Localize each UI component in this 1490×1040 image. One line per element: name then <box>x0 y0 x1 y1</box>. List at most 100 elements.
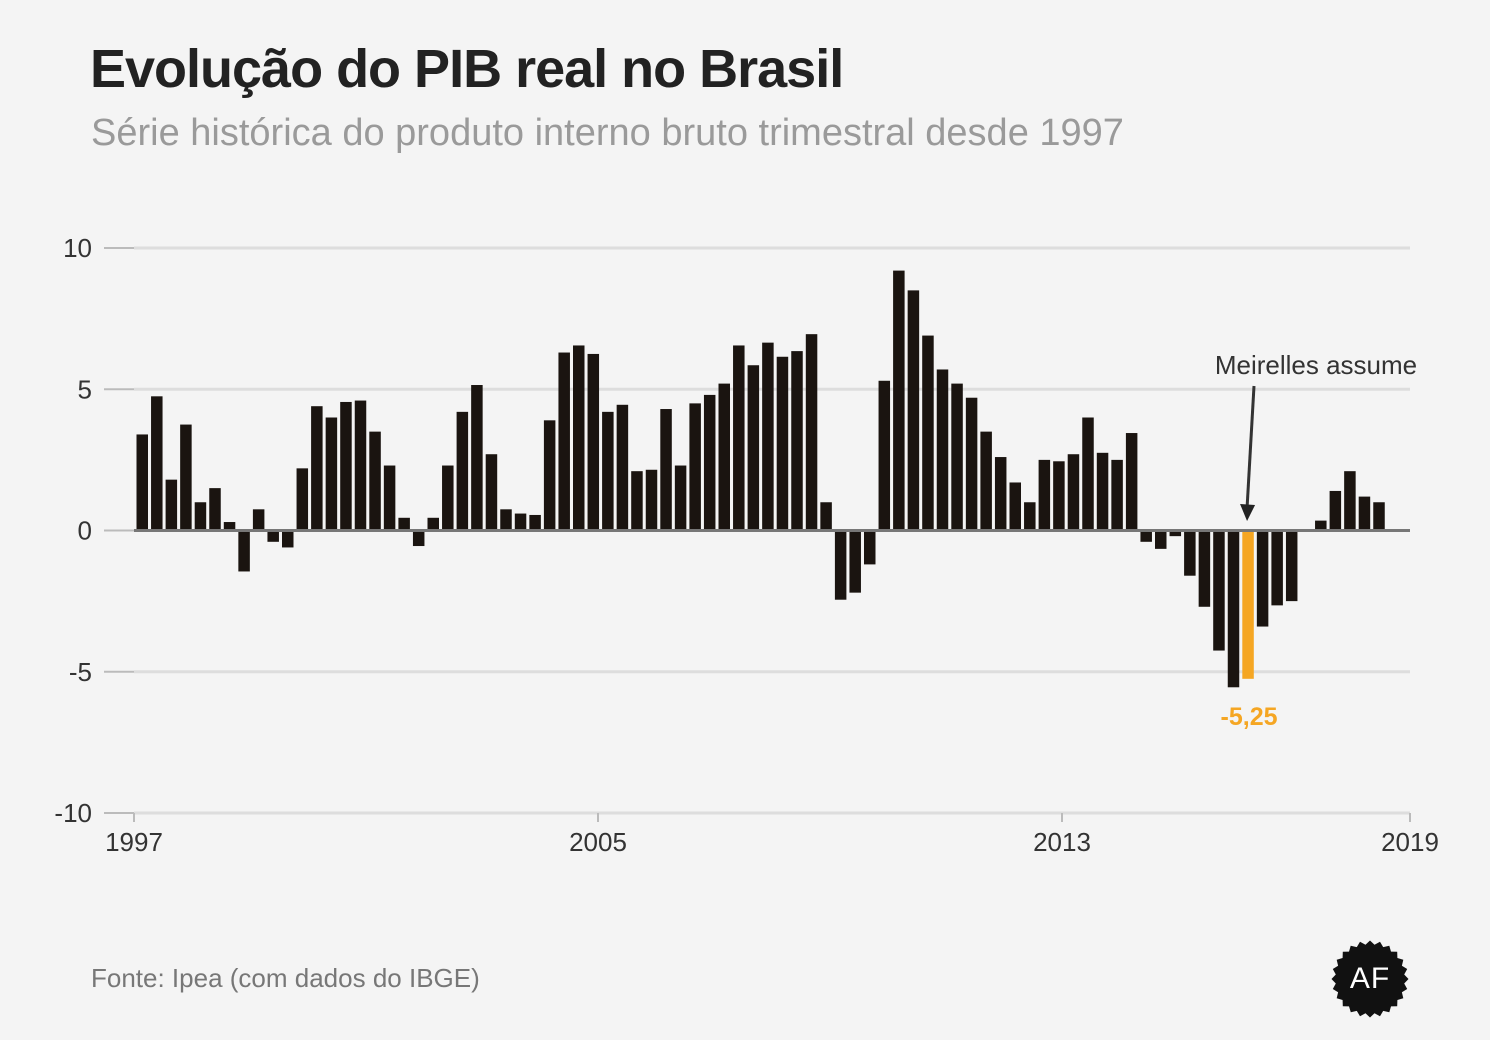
bar <box>1227 530 1240 688</box>
bar <box>543 420 556 531</box>
bar <box>238 530 250 572</box>
bar <box>965 397 978 531</box>
grid-layer: 10 5 0 -5 -10 1997 2005 2013 2019 <box>54 233 1439 857</box>
bar <box>1067 454 1080 531</box>
bar <box>1329 490 1342 531</box>
bar <box>660 409 672 531</box>
bar <box>456 411 469 531</box>
bar <box>383 465 396 531</box>
bar <box>296 468 309 531</box>
bar <box>340 401 352 531</box>
chart-title: Evolução do PIB real no Brasil <box>90 39 844 99</box>
bar <box>864 530 876 565</box>
bar <box>791 351 803 531</box>
bar <box>674 465 687 531</box>
bar <box>194 502 207 531</box>
bar <box>1198 530 1211 607</box>
bar <box>1082 417 1094 531</box>
bar <box>1155 530 1167 549</box>
logo-badge-icon <box>1331 940 1409 1018</box>
bar <box>776 356 789 531</box>
bar <box>500 509 512 531</box>
bar <box>922 335 934 531</box>
bar <box>689 403 701 531</box>
bar <box>747 365 760 531</box>
bar <box>398 517 410 531</box>
bar <box>471 385 483 531</box>
bar <box>1315 520 1327 531</box>
bar <box>703 394 716 531</box>
chart-subtitle: Série histórica do produto interno bruto… <box>91 112 1124 154</box>
bar <box>1358 496 1371 531</box>
x-tick-label: 1997 <box>105 827 163 857</box>
bar <box>762 342 774 531</box>
x-tick-label: 2005 <box>569 827 627 857</box>
bar <box>878 380 891 531</box>
bar <box>136 434 148 531</box>
bar <box>1373 502 1385 531</box>
annotation-layer: Meirelles assume -5,25 <box>1215 350 1417 731</box>
bar <box>1096 452 1109 531</box>
bar <box>587 353 600 531</box>
bar <box>1271 530 1283 606</box>
bar <box>165 479 178 531</box>
bar <box>311 406 323 531</box>
bar <box>180 424 192 531</box>
bar <box>994 457 1007 531</box>
bar <box>151 396 163 531</box>
bar <box>1213 530 1225 651</box>
bar <box>1285 530 1298 602</box>
highlight-value-label: -5,25 <box>1221 703 1278 731</box>
bar <box>1111 459 1123 531</box>
y-tick-label: 5 <box>78 374 92 404</box>
bar <box>1009 482 1021 531</box>
bar <box>849 530 861 593</box>
highlight-bar <box>1242 530 1254 679</box>
x-tick-label: 2013 <box>1033 827 1091 857</box>
y-tick-label: -10 <box>54 798 92 828</box>
bar <box>631 471 643 531</box>
bar <box>1038 459 1051 531</box>
annotation-label: Meirelles assume <box>1215 350 1417 380</box>
bar <box>427 517 439 531</box>
bar <box>820 502 832 531</box>
bar <box>834 530 847 600</box>
bar <box>907 290 920 531</box>
af-logo: AF <box>1331 940 1409 1018</box>
y-tick-label: 0 <box>78 516 92 546</box>
logo-text: AF <box>1349 962 1391 995</box>
bar <box>1169 530 1182 537</box>
bar <box>1053 461 1065 531</box>
y-tick-label: 10 <box>63 233 92 263</box>
bar <box>645 469 658 531</box>
bar <box>980 431 992 531</box>
bar <box>805 334 818 531</box>
bar <box>412 530 425 547</box>
bar <box>602 411 614 531</box>
bar <box>1140 530 1152 542</box>
bar <box>325 417 338 531</box>
bar <box>209 488 221 531</box>
bar <box>267 530 279 542</box>
source-note: Fonte: Ipea (com dados do IBGE) <box>91 963 480 993</box>
bar <box>558 352 570 531</box>
bar <box>616 404 629 531</box>
bar <box>485 454 498 531</box>
bar <box>951 383 963 531</box>
bar <box>1256 530 1269 627</box>
bar <box>252 509 265 531</box>
bar <box>1024 502 1036 531</box>
bar <box>936 369 949 531</box>
bar <box>573 345 585 531</box>
bar <box>514 513 527 531</box>
x-tick-label: 2019 <box>1381 827 1439 857</box>
y-tick-label: -5 <box>69 657 92 687</box>
bar <box>893 270 905 531</box>
bar <box>282 530 294 548</box>
bar <box>1125 433 1138 531</box>
bar <box>733 345 745 531</box>
bar <box>442 465 454 531</box>
bars-layer <box>136 270 1385 688</box>
bar <box>718 383 730 531</box>
